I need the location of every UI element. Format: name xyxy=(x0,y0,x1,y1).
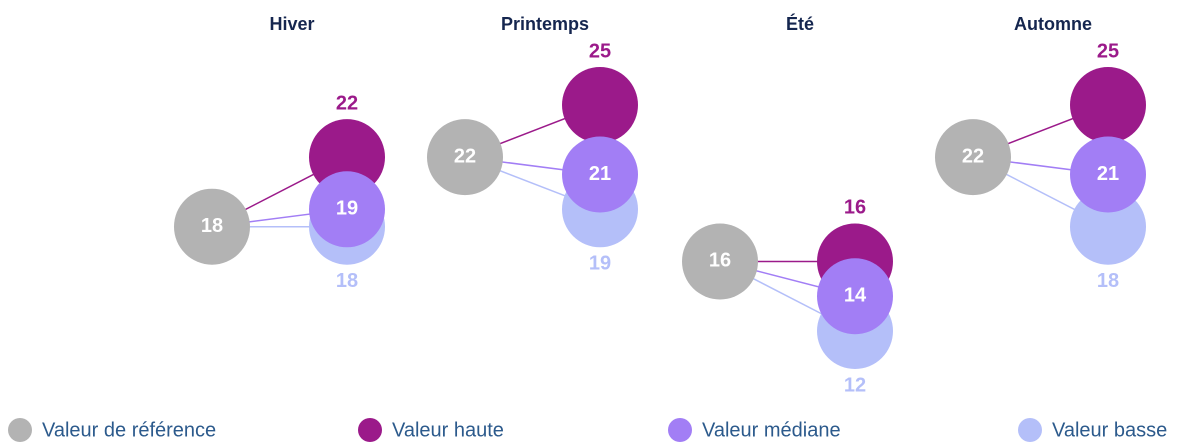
dot xyxy=(174,188,250,265)
dot xyxy=(1070,136,1146,213)
legend-label: Valeur basse xyxy=(1052,419,1167,441)
dot xyxy=(309,119,385,196)
dot xyxy=(682,223,758,300)
panel-title: Printemps xyxy=(501,14,589,34)
dot xyxy=(562,136,638,213)
value-label: 25 xyxy=(589,40,611,62)
legend-swatch xyxy=(668,418,692,442)
dot xyxy=(309,171,385,248)
value-label: 22 xyxy=(336,92,358,114)
value-label: 19 xyxy=(589,253,611,275)
dot xyxy=(427,119,503,196)
value-label: 12 xyxy=(844,374,866,396)
legend-swatch xyxy=(1018,418,1042,442)
dot xyxy=(817,258,893,335)
panel-title: Été xyxy=(786,13,814,34)
value-label: 18 xyxy=(201,215,223,237)
dot xyxy=(1070,188,1146,265)
dot xyxy=(935,119,1011,196)
legend-label: Valeur haute xyxy=(392,419,504,441)
value-label: 22 xyxy=(454,145,476,167)
legend-swatch xyxy=(358,418,382,442)
legend-label: Valeur médiane xyxy=(702,419,841,441)
panel-title: Automne xyxy=(1014,14,1092,34)
legend-label: Valeur de référence xyxy=(42,419,216,441)
panel-title: Hiver xyxy=(269,14,314,34)
dot xyxy=(562,67,638,143)
value-label: 18 xyxy=(1097,270,1119,292)
value-label: 16 xyxy=(709,250,731,272)
value-label: 21 xyxy=(1097,163,1119,185)
value-label: 16 xyxy=(844,197,866,219)
legend-swatch xyxy=(8,418,32,442)
value-label: 19 xyxy=(336,198,358,220)
value-label: 14 xyxy=(844,285,867,307)
dot xyxy=(1070,67,1146,143)
value-label: 22 xyxy=(962,145,984,167)
value-label: 25 xyxy=(1097,40,1119,62)
value-label: 21 xyxy=(589,163,611,185)
value-label: 18 xyxy=(336,270,358,292)
